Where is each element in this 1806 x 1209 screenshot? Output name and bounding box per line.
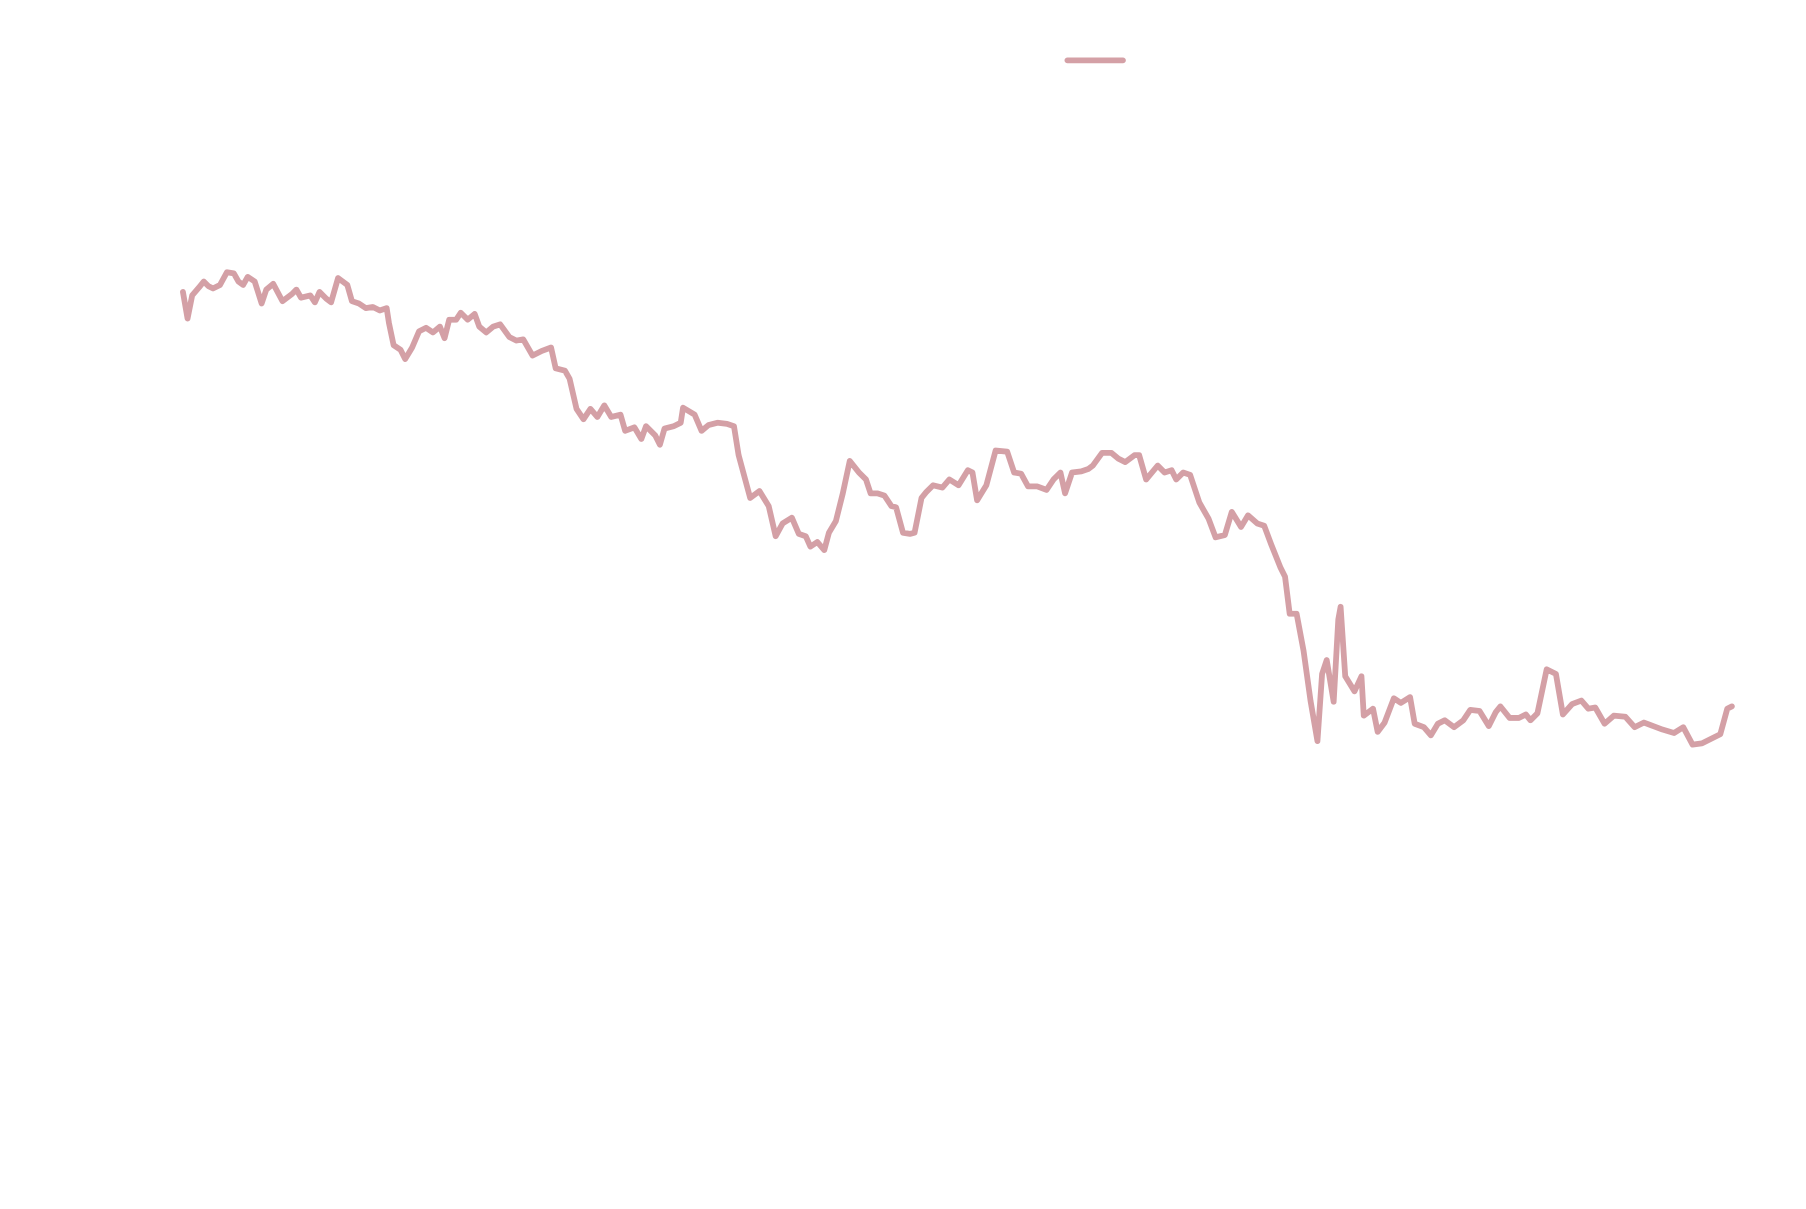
line-series <box>180 269 1735 748</box>
